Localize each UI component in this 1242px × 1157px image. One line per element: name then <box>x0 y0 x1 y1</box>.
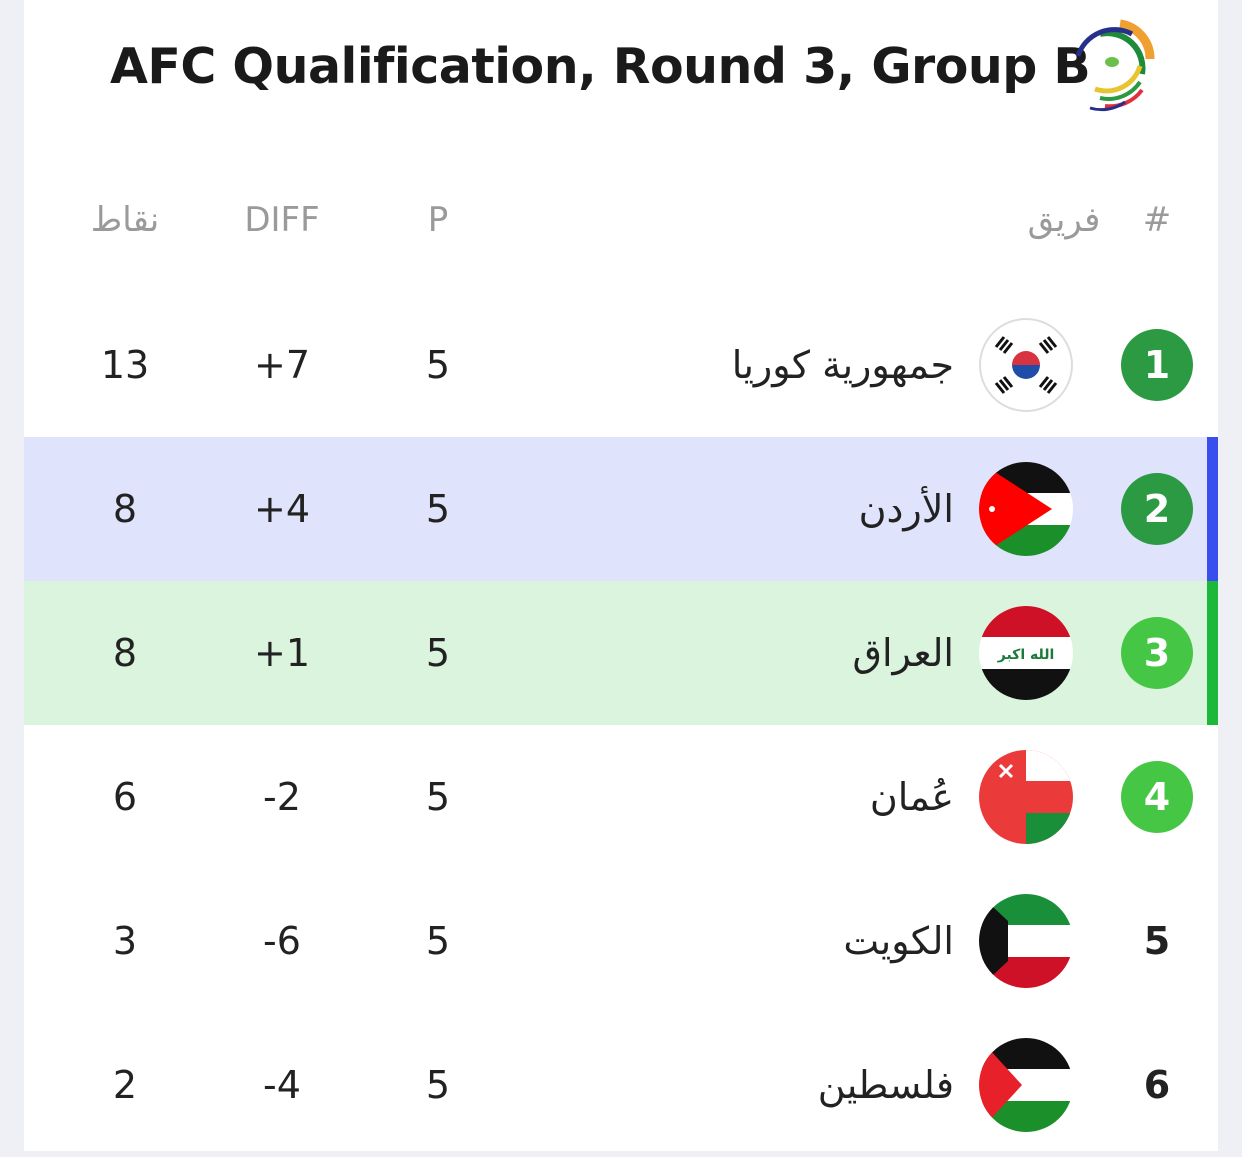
table-row[interactable]: 3 -6 5 الكويت 5 <box>24 869 1218 1013</box>
table-row[interactable]: 13 +7 5 جمهورية كوريا 1 <box>24 293 1218 437</box>
rank-badge: 3 <box>1121 617 1193 689</box>
qualification-indicator <box>1207 581 1218 725</box>
team-name[interactable]: الأردن <box>858 487 954 531</box>
rank-number: 6 <box>1143 1063 1171 1107</box>
points-cell: 2 <box>112 1063 138 1107</box>
header-points[interactable]: نقاط <box>90 200 160 240</box>
palestine-flag-icon <box>978 1037 1074 1133</box>
rank-badge: 1 <box>1121 329 1193 401</box>
played-cell: 5 <box>425 919 451 963</box>
diff-cell: +4 <box>253 487 311 531</box>
team-name[interactable]: جمهورية كوريا <box>731 343 954 387</box>
page-title: AFC Qualification, Round 3, Group B <box>110 38 1091 95</box>
iraq-flag-icon: الله اكبر <box>978 605 1074 701</box>
team-name[interactable]: الكويت <box>843 919 954 963</box>
oman-flag-icon <box>978 749 1074 845</box>
rank-badge: 2 <box>1121 473 1193 545</box>
table-row[interactable]: 8 +1 5 العراق الله اكبر 3 <box>24 581 1218 725</box>
competition-logo-icon <box>1075 19 1155 112</box>
header-team: فريق <box>1027 200 1101 240</box>
table-row[interactable]: 8 +4 5 الأردن 2 <box>24 437 1218 581</box>
diff-cell: +7 <box>253 343 311 387</box>
team-name[interactable]: عُمان <box>869 775 954 819</box>
points-cell: 13 <box>100 343 150 387</box>
standings-card: AFC Qualification, Round 3, Group B نقاط… <box>24 0 1218 1151</box>
rank-badge: 4 <box>1121 761 1193 833</box>
svg-text:الله اكبر: الله اكبر <box>997 647 1055 663</box>
table-row[interactable]: 6 -2 5 عُمان 4 <box>24 725 1218 869</box>
header-rank: # <box>1142 200 1172 240</box>
diff-cell: -6 <box>263 919 301 963</box>
points-cell: 6 <box>112 775 138 819</box>
played-cell: 5 <box>425 631 451 675</box>
kuwait-flag-icon <box>978 893 1074 989</box>
played-cell: 5 <box>425 775 451 819</box>
table-row[interactable]: 2 -4 5 فلسطين 6 <box>24 1013 1218 1157</box>
points-cell: 8 <box>112 487 138 531</box>
played-cell: 5 <box>425 1063 451 1107</box>
header-diff[interactable]: DIFF <box>244 200 320 240</box>
played-cell: 5 <box>425 343 451 387</box>
diff-cell: +1 <box>253 631 311 675</box>
south-korea-flag-icon <box>978 317 1074 413</box>
diff-cell: -4 <box>263 1063 301 1107</box>
played-cell: 5 <box>425 487 451 531</box>
points-cell: 3 <box>112 919 138 963</box>
qualification-indicator <box>1207 437 1218 581</box>
team-name[interactable]: العراق <box>852 631 954 675</box>
header-played[interactable]: P <box>427 200 449 240</box>
team-name[interactable]: فلسطين <box>817 1063 954 1107</box>
jordan-flag-icon <box>978 461 1074 557</box>
diff-cell: -2 <box>263 775 301 819</box>
points-cell: 8 <box>112 631 138 675</box>
rank-number: 5 <box>1143 919 1171 963</box>
